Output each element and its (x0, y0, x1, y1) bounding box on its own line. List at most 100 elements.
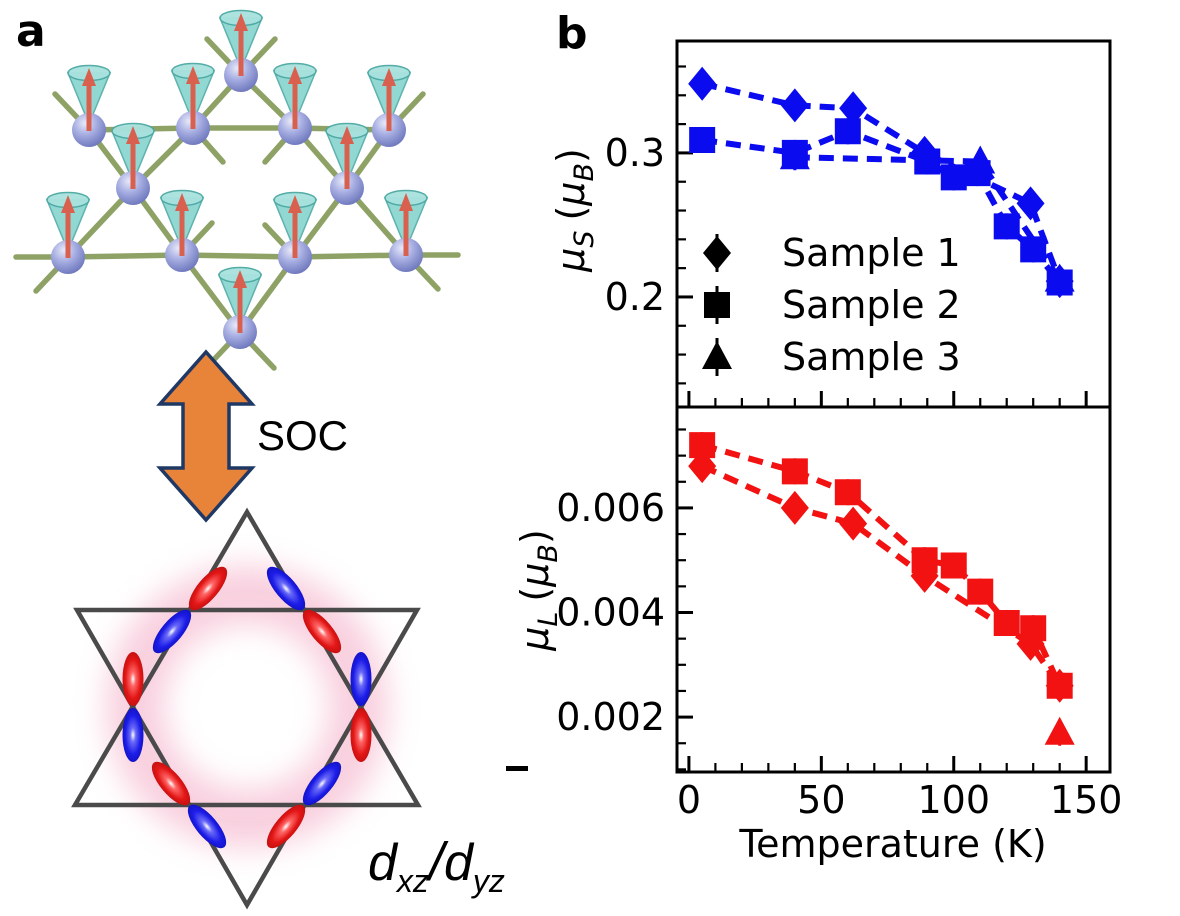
spin-arrow-head (126, 126, 140, 144)
panel-label-b: b (556, 8, 588, 59)
lattice-bond (179, 252, 298, 260)
panel-b-plots: b 0.2 0.3 Sample 1 Sample 2 Sample 3 0 50 100 15… (506, 8, 1122, 866)
data-point-sample-1 (839, 91, 868, 126)
series-line-sample-1 (701, 80, 1063, 283)
lattice-site (272, 62, 318, 145)
orbital-lobe-blue (187, 804, 227, 849)
series-sample-3 (779, 141, 1075, 293)
data-point-sample-2 (993, 609, 1020, 636)
data-point-sample-3 (779, 141, 810, 170)
orbital-lobe-blue (350, 652, 372, 706)
orbital-dumbbell (266, 761, 342, 849)
lattice-site (383, 189, 429, 272)
data-point-sample-2 (834, 118, 861, 145)
data-point-sample-1 (688, 66, 717, 101)
orbital-lobe-red (122, 652, 144, 706)
orbital-dumbbell (152, 566, 228, 654)
hexagram-orbital-diagram (71, 507, 422, 910)
series-line-sample-1 (700, 463, 1063, 688)
soc-arrow-group: SOC (156, 349, 348, 523)
spin-arrow-head (234, 13, 248, 31)
bottom-plot: 0 50 100 150 0.002 0.004 0.006 (556, 405, 1122, 822)
spin-arrow-head (399, 193, 413, 211)
orbital-type-label: dxz/dyz (368, 832, 505, 899)
data-point-sample-2 (689, 126, 716, 153)
legend-marker-square (704, 292, 730, 318)
data-point-sample-2 (993, 213, 1020, 240)
legend-marker-triangle (702, 341, 732, 369)
spin-arrow-head (233, 270, 247, 288)
lattice-site (66, 64, 112, 147)
data-point-sample-2 (1020, 615, 1047, 642)
series-sample-3 (1044, 716, 1075, 746)
orbital-lobe-red (151, 761, 191, 806)
lattice-site (159, 189, 205, 272)
orbital-dumbbell (266, 566, 342, 654)
x-tick-label: 100 (917, 778, 990, 822)
lattice-site (170, 62, 216, 145)
data-point-sample-2 (1046, 672, 1073, 699)
top-plot: 0.2 0.3 Sample 1 Sample 2 Sample 3 (605, 39, 1112, 409)
x-tick-label: 50 (797, 778, 845, 822)
y-tick-label: 0.2 (605, 275, 665, 319)
orbital-dumbbell (122, 652, 144, 762)
data-point-sample-2 (911, 547, 938, 574)
bottom-plot-frame (675, 405, 1112, 774)
y-axis-label-top: μS(μB) (549, 148, 600, 273)
series-line-sample-3 (794, 154, 1063, 282)
lattice-site (218, 9, 264, 92)
panel-label-a: a (16, 6, 46, 57)
orbital-dumbbell (350, 652, 372, 762)
spin-arrow-head (382, 68, 396, 86)
legend-label: Sample 2 (782, 283, 961, 327)
hexagram-down-triangle (73, 607, 421, 910)
soc-double-arrow (156, 349, 256, 523)
data-point-sample-2 (940, 164, 967, 191)
data-point-sample-2 (1020, 236, 1047, 263)
orbital-lobe-red (302, 609, 342, 654)
data-point-sample-2 (940, 552, 967, 579)
lattice-site (217, 266, 263, 349)
spin-arrow-head (82, 68, 96, 86)
spin-arrow-head (61, 195, 75, 213)
orbital-dumbbell (151, 761, 227, 849)
orbital-lobe-red (188, 566, 228, 611)
data-point-sample-2 (781, 458, 808, 485)
x-tick-label: 0 (677, 778, 701, 822)
hexagram-up-triangle (71, 507, 422, 808)
y-tick-label: 0.3 (605, 131, 665, 175)
data-point-sample-3 (1044, 263, 1075, 292)
orbital-lobe-red (266, 804, 306, 849)
lattice-site (272, 191, 318, 274)
data-point-sample-2 (834, 479, 861, 506)
legend-marker-diamond (703, 236, 731, 270)
orbital-lobe-blue (122, 708, 144, 762)
soc-label: SOC (257, 412, 348, 459)
data-point-sample-3 (965, 145, 996, 174)
panel-a-schematic: a SOC dxz/dyz (13, 6, 505, 910)
data-point-sample-1 (839, 506, 868, 541)
y-tick-label: 0.006 (556, 486, 665, 530)
data-point-sample-1 (780, 490, 809, 525)
lattice-bond (65, 252, 185, 260)
y-tick-label: 0.004 (556, 591, 665, 635)
spin-arrow-head (340, 126, 354, 144)
kagome-spin-lattice (13, 9, 461, 371)
lattice-bond (292, 252, 409, 260)
orbital-lobe-blue (266, 566, 306, 611)
data-point-sample-1 (780, 88, 809, 123)
data-point-sample-2 (967, 578, 994, 605)
spin-arrow-head (186, 66, 200, 84)
series-sample-1 (688, 449, 1074, 703)
y-axis-label-bottom: μL(μB) (513, 529, 564, 652)
legend-label: Sample 1 (782, 231, 961, 275)
orbital-lobe-blue (152, 609, 192, 654)
orbital-lobe-blue (302, 761, 342, 806)
crop-artifact-dash (506, 766, 528, 771)
lattice-site (110, 122, 156, 205)
series-sample-2 (689, 432, 1073, 699)
lattice-site (45, 191, 91, 274)
